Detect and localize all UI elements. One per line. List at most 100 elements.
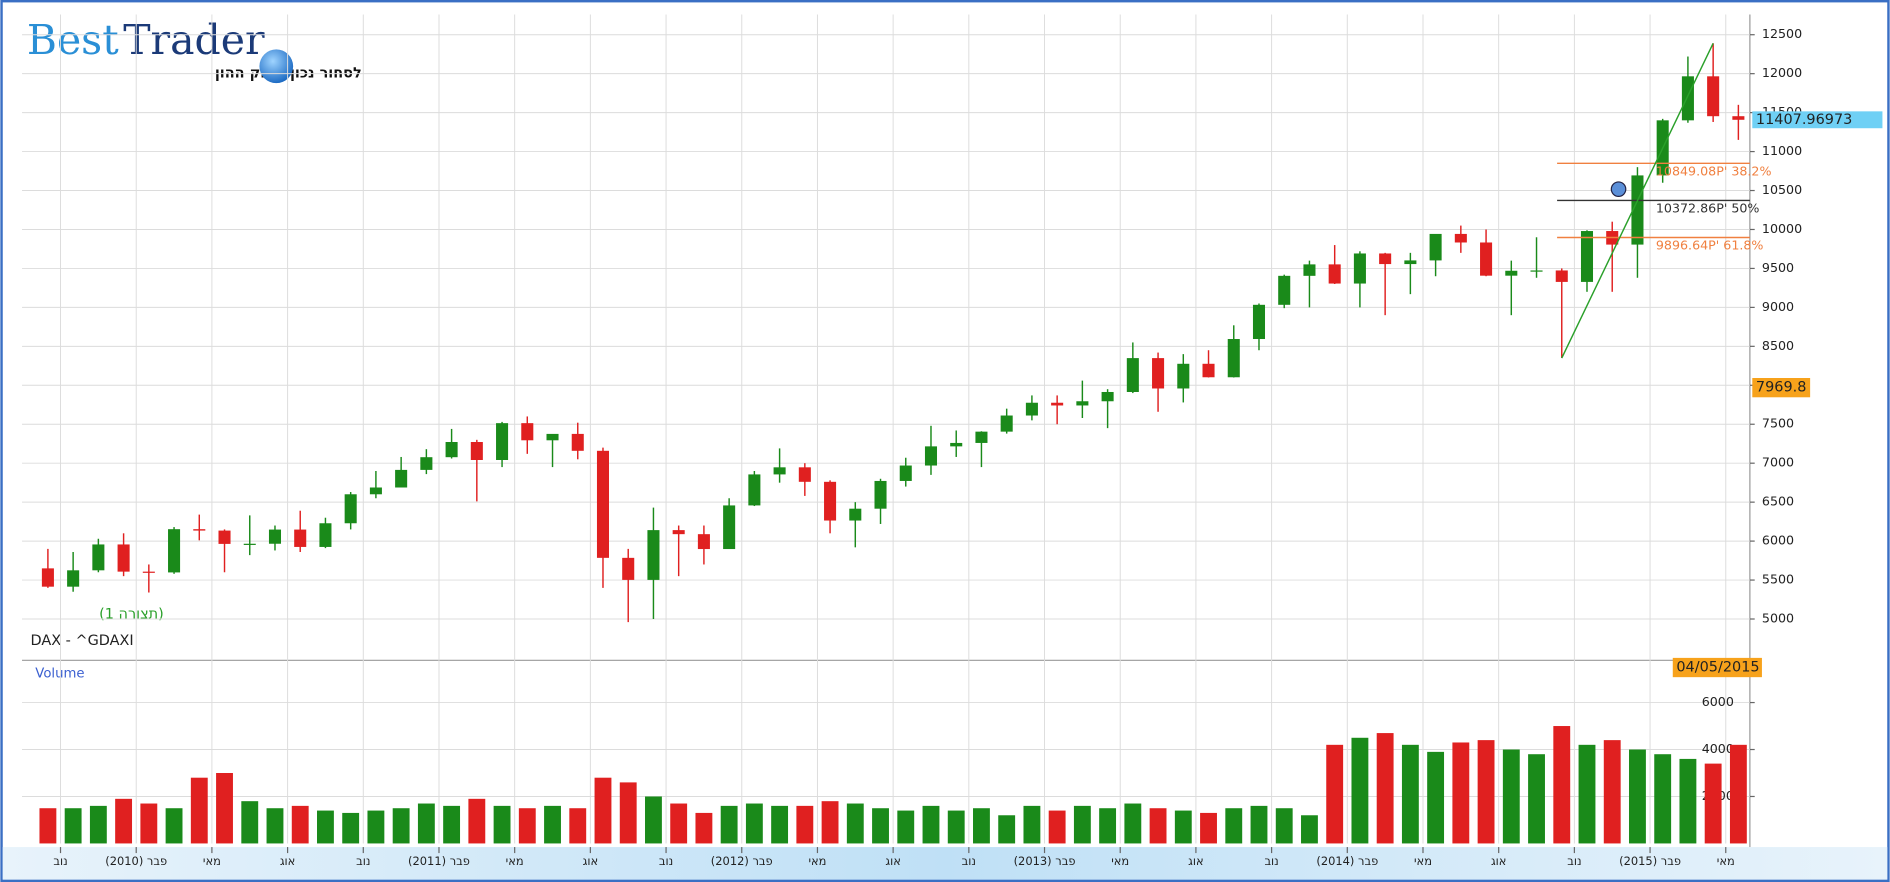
volume-bar [1023, 805, 1041, 844]
pattern-label: (תצורה 1) [99, 607, 164, 623]
volume-bar [1704, 763, 1722, 844]
candle-body [723, 505, 736, 550]
last-price-box [1752, 111, 1883, 129]
candle-body [1051, 402, 1064, 406]
volume-bar [39, 808, 57, 844]
candle-body [420, 457, 433, 470]
volume-bar [973, 808, 990, 844]
volume-bar [1729, 744, 1747, 844]
x-tick-label: אוג [583, 854, 598, 868]
x-tick-label: פבר (2011) [408, 854, 470, 868]
volume-bar [569, 808, 587, 844]
x-tick-label: פבר (2012) [711, 854, 773, 868]
volume-bar [897, 810, 915, 844]
x-tick-label: נוב [356, 854, 370, 868]
candle-body [521, 423, 534, 441]
candle-body [571, 433, 584, 451]
candle-body [773, 467, 786, 475]
candle-body [874, 480, 887, 509]
drawing-handle [1610, 181, 1627, 198]
volume-bar [922, 805, 940, 844]
volume-bar [1275, 808, 1293, 844]
x-tick-label: אוג [1188, 854, 1203, 868]
fib-label: 9896.64P' 61.8% [1656, 237, 1764, 252]
y-tick-label: 6000 [1702, 694, 1734, 709]
y-tick-label: 7000 [1762, 455, 1794, 470]
volume-bar [670, 803, 688, 844]
volume-bar [1452, 742, 1470, 844]
candle-body [92, 544, 105, 571]
y-tick-label: 6000 [1762, 533, 1794, 548]
volume-bar [1528, 754, 1545, 844]
volume-bar [1401, 744, 1419, 844]
x-tick-label: אוג [1491, 854, 1506, 868]
candle-body [1101, 391, 1114, 402]
candle-body [647, 530, 660, 580]
y-tick-label: 7500 [1762, 416, 1794, 431]
volume-bar [392, 808, 410, 844]
volume-bar [89, 805, 107, 844]
volume-bar [190, 777, 208, 844]
y-tick-label: 5500 [1762, 572, 1794, 587]
volume-bar [417, 803, 435, 844]
volume-bar [518, 808, 536, 844]
volume-bar [1174, 810, 1192, 844]
candle-body [1126, 358, 1139, 392]
x-tick-label: מאי [1111, 854, 1129, 868]
volume-bar [367, 810, 385, 844]
candle-body [445, 442, 458, 458]
candle-body [1025, 402, 1038, 416]
volume-bar [216, 773, 233, 844]
candle-body [294, 529, 307, 547]
candle-body [67, 570, 80, 587]
candle-body [1707, 76, 1720, 117]
x-tick-label: נוב [53, 854, 67, 868]
candle-body [1278, 275, 1291, 305]
candle-body [1379, 253, 1392, 265]
candle-body [369, 487, 382, 495]
candle-body [496, 423, 509, 461]
candle-body [1000, 415, 1013, 432]
volume-bar [1149, 808, 1167, 844]
volume-bar [1654, 754, 1672, 844]
x-tick-label: מאי [808, 854, 826, 868]
y-tick-label: 6500 [1762, 494, 1794, 509]
candle-body [1202, 363, 1215, 378]
date-box [1672, 657, 1762, 678]
volume-bar [115, 798, 133, 844]
volume-bar [342, 812, 360, 844]
candle-body [470, 442, 483, 461]
volume-bar [291, 805, 309, 844]
volume-bar [594, 777, 612, 844]
last-price-label: 11407.96973 [1756, 112, 1852, 128]
volume-bar [695, 812, 713, 844]
volume-title: Volume [35, 667, 84, 682]
x-tick-label: פבר (2015) [1619, 854, 1681, 868]
volume-bar [1578, 744, 1596, 844]
candle-body [1530, 270, 1543, 272]
candle-body [596, 450, 610, 558]
volume-bar [443, 805, 461, 844]
volume-bar [140, 803, 158, 844]
candle-body [849, 508, 862, 521]
trend-line [1561, 42, 1714, 359]
volume-bar [165, 808, 183, 844]
candle-body [1404, 260, 1417, 265]
volume-bar [266, 808, 284, 844]
volume-bar [493, 805, 511, 844]
volume-bar [1351, 737, 1369, 844]
candle-body [218, 530, 231, 544]
volume-bar [720, 805, 738, 844]
candle-body [395, 469, 408, 488]
candle-body [546, 433, 559, 441]
volume-bar [745, 803, 763, 844]
candle-body [1252, 304, 1266, 340]
fib-label: 10849.08P' 38.2% [1656, 163, 1772, 178]
date-label: 04/05/2015 [1676, 660, 1759, 676]
x-tick-label: מאי [506, 854, 524, 868]
candle-body [1732, 116, 1745, 120]
volume-bar [1225, 808, 1243, 844]
volume-bar [1603, 740, 1621, 844]
